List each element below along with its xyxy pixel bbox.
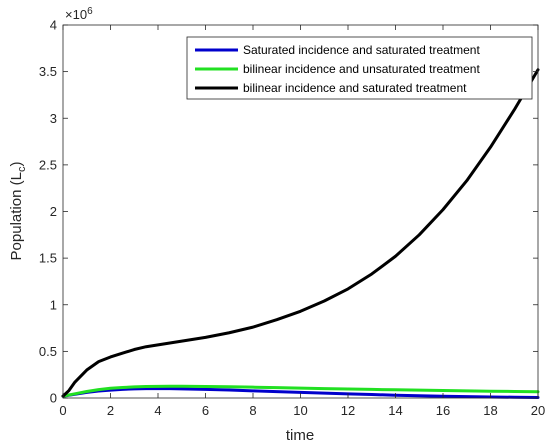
x-tick-label: 6 [202, 403, 209, 418]
y-tick-label: 1 [50, 297, 57, 312]
x-tick-label: 16 [436, 403, 450, 418]
x-tick-label: 20 [531, 403, 545, 418]
x-axis-title: time [286, 427, 314, 444]
y-tick-label: 2.5 [39, 157, 57, 172]
y-axis-title-close: ) [8, 162, 25, 167]
y-tick-label: 4 [50, 18, 57, 33]
x-tick-label: 10 [293, 403, 307, 418]
y-axis-title: Population (Lc) [8, 162, 28, 261]
y-tick-label: 3.5 [39, 64, 57, 79]
series-layer [61, 68, 540, 400]
legend-label-1: Saturated incidence and saturated treatm… [243, 43, 480, 57]
x-tick-label: 8 [249, 403, 256, 418]
series-line-2 [61, 384, 540, 398]
x-tick-label: 2 [107, 403, 114, 418]
y-tick-label: 3 [50, 111, 57, 126]
series-line-1 [61, 387, 540, 400]
x-tick-label: 18 [483, 403, 497, 418]
y-tick-label: 0 [50, 391, 57, 406]
legend-label-3: bilinear incidence and saturated treatme… [243, 81, 467, 95]
y-tick-label: 0.5 [39, 344, 57, 359]
y-exponent-label: ×106 [65, 6, 93, 22]
x-tick-label: 4 [154, 403, 161, 418]
legend-label-2: bilinear incidence and unsaturated treat… [243, 62, 480, 76]
x-tick-label: 12 [341, 403, 355, 418]
legend: Saturated incidence and saturated treatm… [186, 36, 533, 100]
legend-box [186, 36, 533, 100]
y-tick-label: 2 [50, 204, 57, 219]
series-line-3 [61, 68, 540, 398]
x-tick-label: 14 [388, 403, 402, 418]
ticks-layer: 0 2 4 6 8 10 12 14 16 18 20 0 0.5 1 1.5 2 2.5 3 3.5 4 [39, 18, 545, 419]
y-tick-label: 1.5 [39, 251, 57, 266]
x-tick-label: 0 [59, 403, 66, 418]
